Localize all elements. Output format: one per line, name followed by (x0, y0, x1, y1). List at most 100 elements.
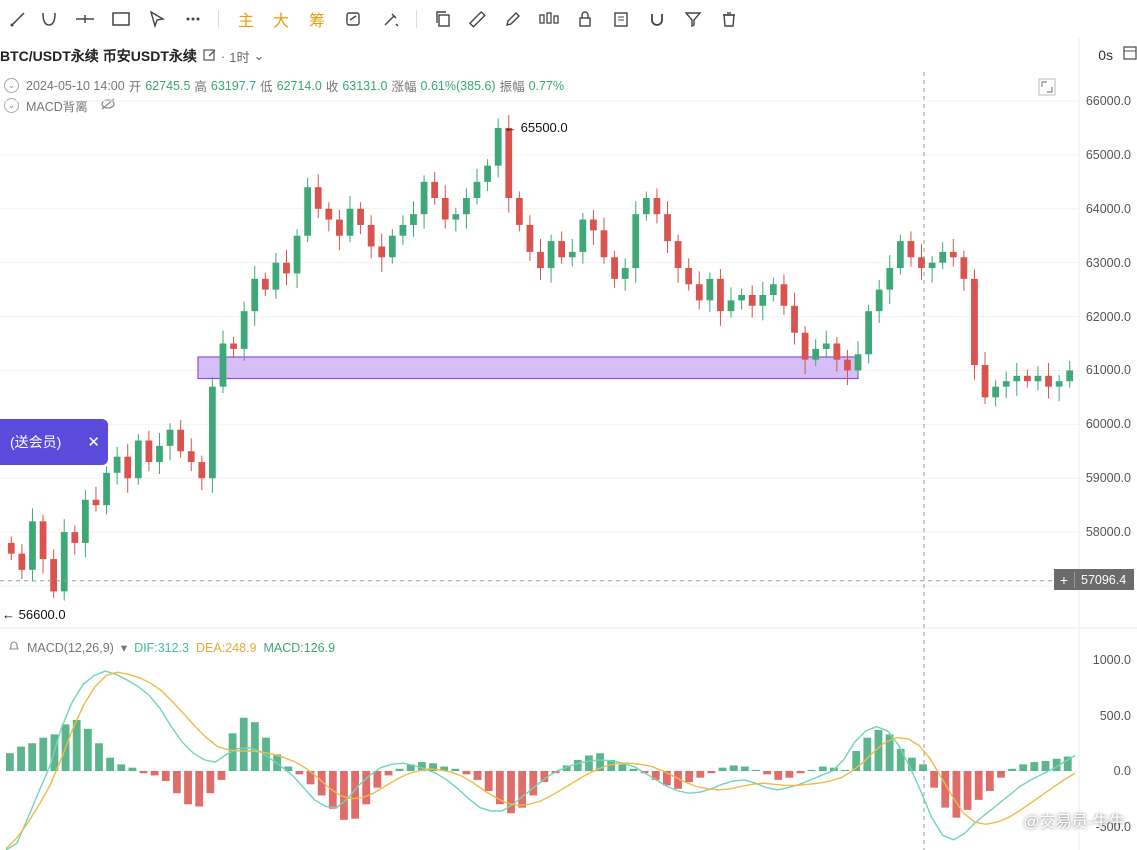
candle (113, 456, 121, 473)
candle (420, 181, 428, 215)
candle (156, 445, 163, 463)
window-icon[interactable] (1123, 46, 1137, 63)
close-label: 收 (325, 80, 339, 94)
trash-icon[interactable] (716, 6, 742, 32)
collapse-icon[interactable]: ⌄ (4, 98, 19, 113)
filter-icon[interactable] (680, 6, 706, 32)
open-value: 62745.5 (145, 78, 191, 93)
symbol-name[interactable]: BTC/USDT永续 (0, 48, 99, 64)
macd-bar (117, 764, 126, 771)
candle (949, 251, 957, 258)
path-arrow-icon[interactable] (144, 6, 170, 32)
exchange-name: 币安USDT永续 (102, 48, 197, 64)
macd-bar (573, 759, 582, 771)
macd-bar (863, 737, 872, 771)
macd-bar (662, 771, 671, 786)
more-icon[interactable] (180, 6, 206, 32)
candle (60, 532, 68, 592)
price-tick-label: 62000.0 (1085, 309, 1131, 324)
price-tick-label: 63000.0 (1085, 255, 1131, 270)
macd-tick-label: -500.0 (1095, 819, 1131, 834)
macd-bar (651, 771, 660, 780)
fullscreen-icon[interactable] (1038, 78, 1056, 101)
candle (293, 235, 301, 274)
macd-bar (774, 771, 783, 780)
macd-bar (418, 762, 426, 771)
macd-bar (974, 771, 983, 800)
macd-bar (340, 771, 348, 820)
candle (463, 198, 470, 215)
candle (812, 348, 820, 360)
macd-bar (239, 717, 248, 771)
dif-value: DIF:312.3 (134, 640, 190, 655)
lock-icon[interactable] (572, 6, 598, 32)
chips-indicator-button[interactable]: 筹 (304, 6, 330, 32)
crosshair-price-box[interactable]: + 57096.4 (1054, 569, 1134, 590)
macd-bar (596, 753, 604, 771)
candle (642, 198, 650, 215)
candle (378, 246, 386, 258)
candle (1013, 375, 1021, 382)
copy-icon[interactable] (430, 6, 456, 32)
macd-bar (1063, 756, 1072, 771)
macd-bar (39, 737, 48, 771)
trendline-icon[interactable] (5, 6, 31, 32)
edit-symbol-icon[interactable] (203, 48, 217, 65)
plus-icon[interactable]: + (1054, 571, 1075, 588)
macd-bar (540, 771, 549, 783)
chart-title-row: BTC/USDT永续 币安USDT永续 · 1时 ⌄ (0, 44, 264, 68)
macd-bar (128, 767, 137, 771)
magnet-icon[interactable] (644, 6, 670, 32)
macd-bar (484, 771, 493, 791)
close-value: 63131.0 (342, 78, 388, 93)
macd-bar (1008, 768, 1016, 771)
candle (854, 354, 862, 371)
macd-bar (95, 743, 103, 771)
macd-bar (173, 771, 181, 794)
promo-badge[interactable]: (送会员) ✕ (0, 419, 108, 465)
main-indicator-button[interactable]: 主 (233, 6, 259, 32)
bell-icon[interactable] (8, 640, 20, 655)
macd-bar (262, 737, 270, 771)
macd-bar (150, 771, 159, 776)
amp-value: 0.77% (528, 78, 565, 93)
refresh-edit-icon[interactable] (340, 6, 366, 32)
candle (780, 284, 788, 306)
dea-line (5, 671, 1076, 850)
arc-icon[interactable] (36, 6, 62, 32)
candle (336, 219, 343, 236)
open-label: 开 (128, 80, 142, 94)
macd-bar (518, 771, 527, 808)
close-icon[interactable]: ✕ (87, 434, 100, 451)
low-annotation: ← 56600.0 (2, 606, 66, 622)
candlestick-icon[interactable] (536, 6, 562, 32)
candle (92, 499, 100, 506)
macd-bar (585, 755, 593, 771)
collapse-icon[interactable]: ⌄ (4, 78, 19, 93)
candle (833, 343, 841, 360)
candle (283, 262, 290, 274)
candle (590, 219, 597, 231)
pen-icon[interactable] (500, 6, 526, 32)
drawing-toolbar: 主 大 筹 (0, 0, 1137, 38)
candle (473, 181, 481, 198)
candle (791, 305, 798, 333)
macd-bar (139, 771, 148, 774)
interval-selector[interactable]: 1时 (229, 49, 250, 65)
macd-bar (217, 771, 226, 780)
note-icon[interactable] (608, 6, 634, 32)
ruler-icon[interactable] (464, 6, 490, 32)
macd-bar (1019, 764, 1028, 771)
horizontal-line-icon[interactable] (72, 6, 98, 32)
candle (717, 278, 724, 312)
chevron-down-icon[interactable]: ⌄ (253, 48, 265, 63)
chevron-down-icon[interactable]: ▾ (120, 641, 128, 655)
candle (674, 241, 682, 269)
low-label: 低 (260, 80, 273, 94)
ohlc-datetime: 2024-05-10 14:00 (26, 78, 125, 93)
rectangle-icon[interactable] (108, 6, 134, 32)
candle (314, 187, 322, 209)
big-indicator-button[interactable]: 大 (268, 6, 294, 32)
brush-icon[interactable] (378, 6, 404, 32)
